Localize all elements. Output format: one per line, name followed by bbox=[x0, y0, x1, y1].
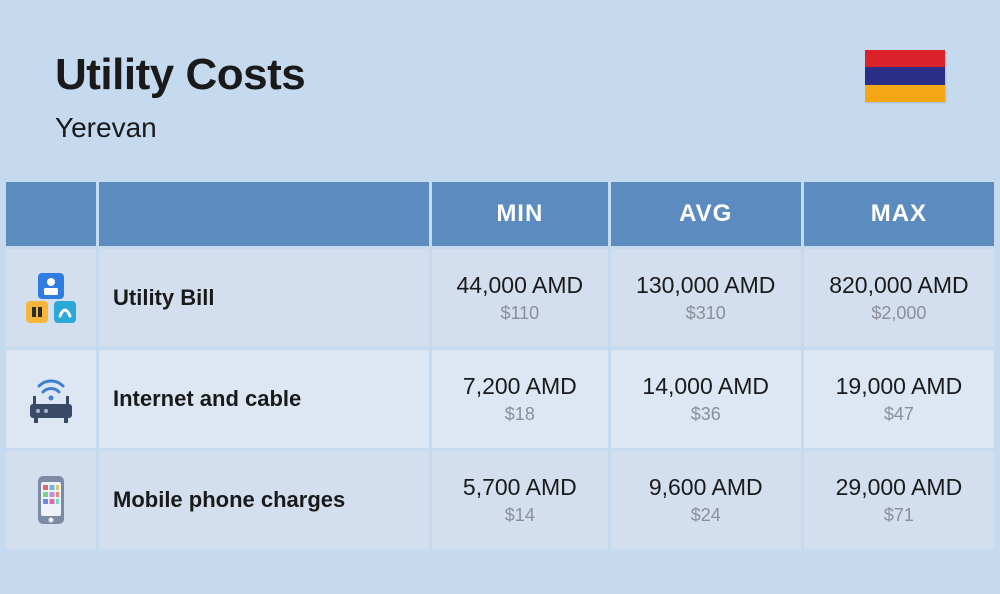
row-max: 29,000 AMD $71 bbox=[804, 451, 994, 549]
min-usd: $110 bbox=[446, 303, 594, 324]
page-subtitle: Yerevan bbox=[55, 112, 305, 144]
max-usd: $71 bbox=[818, 505, 980, 526]
row-max: 820,000 AMD $2,000 bbox=[804, 249, 994, 347]
title-block: Utility Costs Yerevan bbox=[55, 50, 305, 144]
row-label: Utility Bill bbox=[99, 249, 429, 347]
row-avg: 130,000 AMD $310 bbox=[611, 249, 801, 347]
max-usd: $47 bbox=[818, 404, 980, 425]
min-amd: 5,700 AMD bbox=[446, 474, 594, 501]
avg-usd: $310 bbox=[625, 303, 787, 324]
row-label: Mobile phone charges bbox=[99, 451, 429, 549]
costs-table: MIN AVG MAX Utility Bill 44,000 bbox=[0, 179, 1000, 552]
row-icon-cell bbox=[6, 350, 96, 448]
max-amd: 19,000 AMD bbox=[818, 373, 980, 400]
max-amd: 29,000 AMD bbox=[818, 474, 980, 501]
flag-stripe-bot bbox=[865, 85, 945, 102]
row-max: 19,000 AMD $47 bbox=[804, 350, 994, 448]
avg-amd: 130,000 AMD bbox=[625, 272, 787, 299]
page-title: Utility Costs bbox=[55, 50, 305, 100]
utility-icon bbox=[24, 271, 78, 325]
table-header-row: MIN AVG MAX bbox=[6, 182, 994, 246]
avg-usd: $36 bbox=[625, 404, 787, 425]
min-usd: $18 bbox=[446, 404, 594, 425]
flag-stripe-top bbox=[865, 50, 945, 67]
table-header-min: MIN bbox=[432, 182, 608, 246]
table-header-max: MAX bbox=[804, 182, 994, 246]
row-min: 7,200 AMD $18 bbox=[432, 350, 608, 448]
row-label: Internet and cable bbox=[99, 350, 429, 448]
row-avg: 14,000 AMD $36 bbox=[611, 350, 801, 448]
row-icon-cell bbox=[6, 451, 96, 549]
row-icon-cell bbox=[6, 249, 96, 347]
max-usd: $2,000 bbox=[818, 303, 980, 324]
table-row: Internet and cable 7,200 AMD $18 14,000 … bbox=[6, 350, 994, 448]
avg-usd: $24 bbox=[625, 505, 787, 526]
row-min: 5,700 AMD $14 bbox=[432, 451, 608, 549]
min-usd: $14 bbox=[446, 505, 594, 526]
flag-stripe-mid bbox=[865, 67, 945, 84]
phone-icon bbox=[24, 473, 78, 527]
min-amd: 7,200 AMD bbox=[446, 373, 594, 400]
router-icon bbox=[24, 372, 78, 426]
avg-amd: 9,600 AMD bbox=[625, 474, 787, 501]
row-avg: 9,600 AMD $24 bbox=[611, 451, 801, 549]
table-header-label bbox=[99, 182, 429, 246]
table-row: Mobile phone charges 5,700 AMD $14 9,600… bbox=[6, 451, 994, 549]
table-header-icon bbox=[6, 182, 96, 246]
min-amd: 44,000 AMD bbox=[446, 272, 594, 299]
table-header-avg: AVG bbox=[611, 182, 801, 246]
table-row: Utility Bill 44,000 AMD $110 130,000 AMD… bbox=[6, 249, 994, 347]
row-min: 44,000 AMD $110 bbox=[432, 249, 608, 347]
max-amd: 820,000 AMD bbox=[818, 272, 980, 299]
avg-amd: 14,000 AMD bbox=[625, 373, 787, 400]
flag-icon bbox=[865, 50, 945, 102]
header: Utility Costs Yerevan bbox=[0, 0, 1000, 179]
